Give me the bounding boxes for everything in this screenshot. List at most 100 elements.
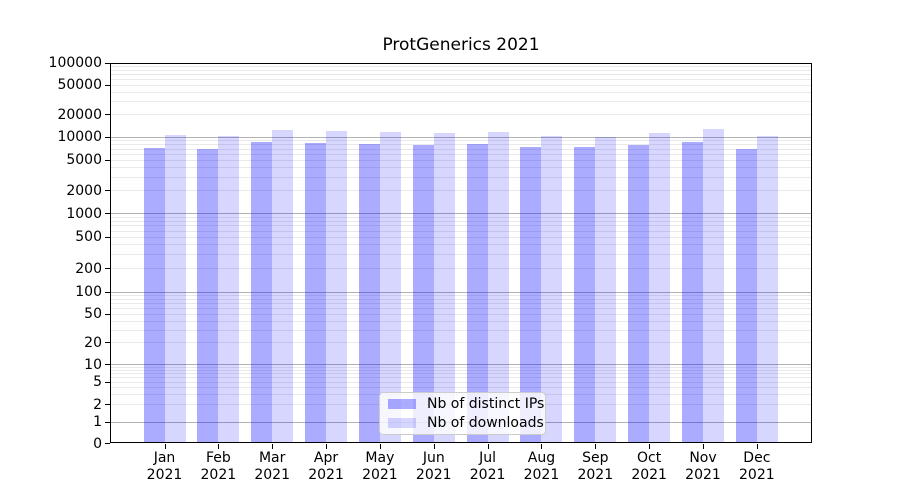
y-tick-label-10000: 10000 xyxy=(57,129,102,146)
y-tick-label-1: 1 xyxy=(93,414,102,431)
y-tick-label-100000: 100000 xyxy=(48,55,102,72)
bar-downloads-jul xyxy=(487,131,509,443)
minor-gridline-8 xyxy=(110,369,812,371)
minor-gridline-40 xyxy=(110,320,812,322)
x-tick-mark-aug xyxy=(541,444,543,449)
y-tick-label-2000: 2000 xyxy=(66,182,102,199)
major-gridline-1000 xyxy=(110,213,812,215)
y-tick-mark-2 xyxy=(105,404,110,406)
y-tick-mark-50 xyxy=(105,313,110,315)
x-tick-month: Apr xyxy=(313,450,339,466)
x-tick-year: 2021 xyxy=(362,467,398,483)
y-tick-label-50000: 50000 xyxy=(57,77,102,94)
y-tick-label-10: 10 xyxy=(84,356,102,373)
minor-gridline-600 xyxy=(110,230,812,232)
minor-gridline-90000 xyxy=(110,66,812,68)
bar-downloads-mar xyxy=(272,129,294,443)
y-tick-label-5000: 5000 xyxy=(66,152,102,169)
minor-gridline-20 xyxy=(110,342,812,344)
bar-distinct-ips-oct xyxy=(628,144,650,443)
bar-downloads-apr xyxy=(326,130,348,443)
y-tick-label-2: 2 xyxy=(93,396,102,413)
bar-distinct-ips-sep xyxy=(574,146,596,443)
x-tick-year: 2021 xyxy=(523,467,560,483)
x-tick-year: 2021 xyxy=(308,467,344,483)
y-tick-label-500: 500 xyxy=(75,229,102,246)
bar-distinct-ips-aug xyxy=(520,147,542,443)
y-tick-mark-200 xyxy=(105,268,110,270)
y-tick-mark-5 xyxy=(105,381,110,383)
x-tick-year: 2021 xyxy=(631,467,667,483)
y-tick-label-1000: 1000 xyxy=(66,205,102,222)
minor-gridline-4000 xyxy=(110,167,812,169)
y-tick-label-100: 100 xyxy=(75,284,102,301)
y-tick-mark-50000 xyxy=(105,84,110,86)
minor-gridline-5 xyxy=(110,381,812,383)
minor-gridline-9000 xyxy=(110,140,812,142)
minor-gridline-60 xyxy=(110,307,812,309)
minor-gridline-800 xyxy=(110,220,812,222)
y-tick-mark-2000 xyxy=(105,190,110,192)
y-tick-mark-20 xyxy=(105,342,110,344)
minor-gridline-7 xyxy=(110,373,812,375)
minor-gridline-50 xyxy=(110,313,812,315)
minor-gridline-300 xyxy=(110,254,812,256)
x-tick-label-dec: Dec 2021 xyxy=(725,450,789,484)
x-tick-mark-jan xyxy=(164,444,166,449)
x-tick-year: 2021 xyxy=(200,467,237,483)
major-gridline-10000 xyxy=(110,136,812,138)
bar-downloads-feb xyxy=(218,135,240,443)
minor-gridline-400 xyxy=(110,244,812,246)
bar-downloads-dec xyxy=(756,136,778,443)
bars-layer xyxy=(110,63,812,443)
x-tick-year: 2021 xyxy=(739,467,775,483)
x-tick-label-oct: Oct 2021 xyxy=(617,450,681,484)
y-tick-label-50: 50 xyxy=(84,306,102,323)
x-tick-mark-dec xyxy=(756,444,758,449)
x-tick-year: 2021 xyxy=(685,467,721,483)
x-tick-year: 2021 xyxy=(415,467,452,483)
minor-gridline-60000 xyxy=(110,79,812,81)
x-tick-month: Jan xyxy=(153,450,176,466)
minor-gridline-200 xyxy=(110,268,812,270)
x-tick-month: Jun xyxy=(422,450,445,466)
x-tick-year: 2021 xyxy=(146,467,183,483)
minor-gridline-6000 xyxy=(110,153,812,155)
x-tick-mark-nov xyxy=(703,444,704,449)
x-tick-mark-may xyxy=(379,444,381,449)
minor-gridline-20000 xyxy=(110,114,812,116)
major-gridline-100 xyxy=(110,291,812,293)
downloads-swatch-icon xyxy=(388,418,416,428)
minor-gridline-5000 xyxy=(110,159,812,161)
minor-gridline-900 xyxy=(110,216,812,218)
minor-gridline-9 xyxy=(110,366,812,368)
y-tick-mark-10000 xyxy=(105,136,110,138)
x-tick-month: Sep xyxy=(582,450,609,466)
y-tick-mark-1000 xyxy=(105,213,110,215)
y-tick-mark-10 xyxy=(105,364,110,366)
bar-downloads-jun xyxy=(433,132,455,443)
legend: Nb of distinct IPs Nb of downloads xyxy=(379,392,546,435)
y-tick-mark-500 xyxy=(105,236,110,238)
x-tick-month: May xyxy=(365,450,395,466)
x-tick-label-aug: Aug 2021 xyxy=(509,450,573,484)
y-tick-mark-100 xyxy=(105,291,110,293)
legend-item-downloads: Nb of downloads xyxy=(388,415,544,431)
bar-distinct-ips-mar xyxy=(251,142,273,443)
x-tick-mark-sep xyxy=(595,444,597,449)
x-tick-mark-jun xyxy=(433,444,435,449)
minor-gridline-8000 xyxy=(110,144,812,146)
x-tick-month: Feb xyxy=(205,450,231,466)
x-tick-month: Aug xyxy=(527,450,556,466)
x-tick-label-may: May 2021 xyxy=(348,450,412,484)
x-tick-label-sep: Sep 2021 xyxy=(563,450,627,484)
minor-gridline-700 xyxy=(110,225,812,227)
minor-gridline-80 xyxy=(110,298,812,300)
minor-gridline-3000 xyxy=(110,176,812,178)
bar-downloads-jan xyxy=(164,134,186,443)
x-tick-label-jul: Jul 2021 xyxy=(456,450,520,484)
y-tick-label-0: 0 xyxy=(93,435,102,452)
bar-distinct-ips-nov xyxy=(682,142,703,443)
bar-distinct-ips-feb xyxy=(197,148,219,443)
bar-distinct-ips-jan xyxy=(143,147,165,443)
